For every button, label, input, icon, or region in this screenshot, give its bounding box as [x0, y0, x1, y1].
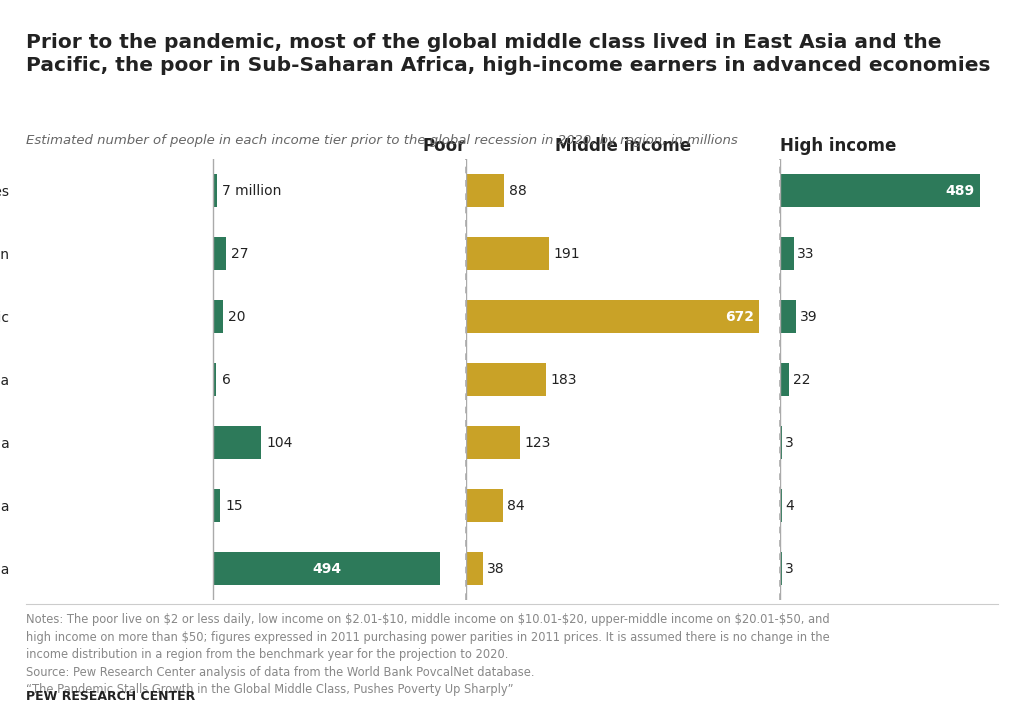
Text: Notes: The poor live on $2 or less daily, low income on $2.01-$10, middle income: Notes: The poor live on $2 or less daily… [26, 613, 829, 696]
Text: PEW RESEARCH CENTER: PEW RESEARCH CENTER [26, 690, 195, 703]
Text: 494: 494 [312, 562, 341, 576]
Text: 672: 672 [725, 309, 754, 324]
Text: 3: 3 [784, 435, 794, 450]
Text: 15: 15 [225, 499, 244, 513]
Text: 4: 4 [785, 499, 794, 513]
Text: 22: 22 [793, 372, 810, 387]
Text: 489: 489 [946, 184, 975, 197]
Text: Prior to the pandemic, most of the global middle class lived in East Asia and th: Prior to the pandemic, most of the globa… [26, 33, 990, 75]
Text: 183: 183 [550, 372, 577, 387]
Bar [213, 174, 216, 207]
Bar [213, 426, 261, 459]
Text: High income: High income [780, 137, 897, 155]
Text: 27: 27 [231, 247, 249, 260]
Text: 20: 20 [228, 309, 246, 324]
Bar [466, 300, 760, 333]
Bar [780, 426, 781, 459]
Bar [213, 300, 222, 333]
Text: 123: 123 [524, 435, 550, 450]
Text: 3: 3 [784, 562, 794, 576]
Bar [466, 489, 503, 522]
Text: 33: 33 [797, 247, 814, 260]
Bar [780, 300, 797, 333]
Bar [213, 489, 220, 522]
Title: Middle income: Middle income [555, 137, 691, 155]
Text: 104: 104 [266, 435, 293, 450]
Bar [466, 174, 505, 207]
Text: 7 million: 7 million [222, 184, 282, 197]
Bar [466, 552, 482, 585]
Bar [780, 363, 790, 396]
Bar [780, 552, 781, 585]
Text: Poor: Poor [423, 137, 466, 155]
Text: 39: 39 [800, 309, 817, 324]
Bar [213, 552, 440, 585]
Text: 88: 88 [509, 184, 526, 197]
Bar [780, 174, 980, 207]
Text: 6: 6 [221, 372, 230, 387]
Text: 38: 38 [486, 562, 505, 576]
Bar [780, 489, 782, 522]
Text: 84: 84 [507, 499, 524, 513]
Bar [466, 426, 519, 459]
Bar [780, 237, 794, 270]
Bar [466, 237, 549, 270]
Bar [213, 363, 216, 396]
Text: 191: 191 [554, 247, 581, 260]
Bar [213, 237, 225, 270]
Text: Estimated number of people in each income tier prior to the global recession in : Estimated number of people in each incom… [26, 134, 737, 147]
Bar [466, 363, 546, 396]
